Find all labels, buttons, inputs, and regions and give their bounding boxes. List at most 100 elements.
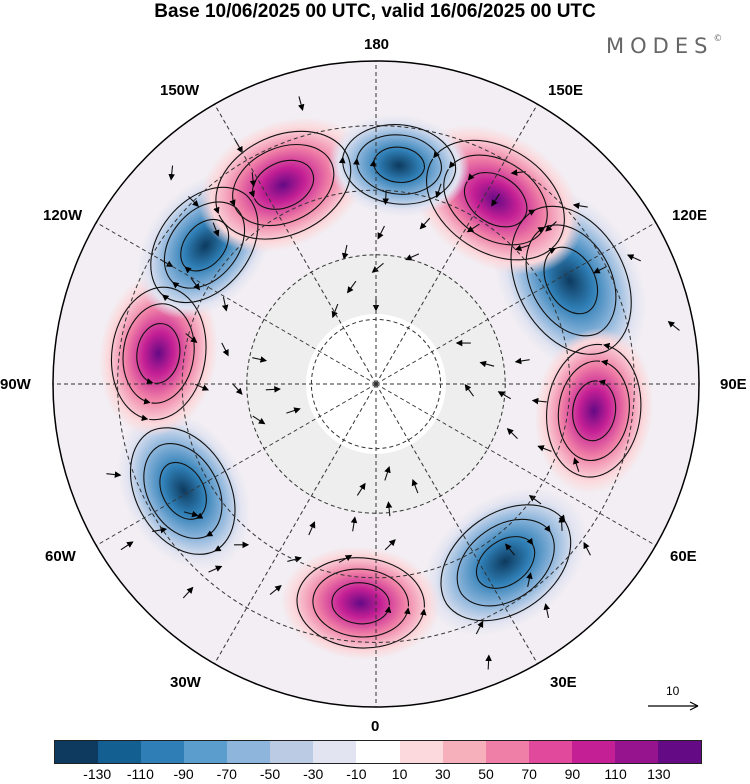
lon-label-90w: 90W bbox=[0, 376, 31, 393]
flow-arrow bbox=[384, 466, 391, 481]
streamline bbox=[572, 379, 617, 442]
streamline bbox=[476, 536, 536, 589]
flow-arrow bbox=[506, 427, 518, 440]
streamline bbox=[369, 146, 425, 184]
flow-arrow bbox=[183, 510, 199, 518]
flow-arrow bbox=[350, 516, 358, 532]
flow-arrow bbox=[466, 223, 480, 233]
lon-label-60e: 60E bbox=[670, 548, 697, 565]
flow-arrow bbox=[331, 303, 339, 319]
flow-arrow bbox=[505, 543, 515, 556]
flow-arrow bbox=[497, 391, 512, 400]
streamline bbox=[443, 154, 548, 246]
flow-arrow bbox=[405, 253, 420, 261]
streamline bbox=[143, 443, 223, 539]
flow-arrow bbox=[190, 277, 200, 291]
streamline bbox=[110, 286, 207, 422]
flow-arrow bbox=[667, 320, 680, 331]
modes-logo: MODES© bbox=[606, 34, 723, 58]
streamline bbox=[426, 139, 565, 261]
meridian-line bbox=[214, 383, 377, 664]
streamline bbox=[312, 568, 411, 638]
flow-arrow bbox=[537, 445, 552, 452]
streamline bbox=[150, 186, 259, 304]
low-anomaly-center bbox=[328, 114, 470, 217]
colorbar-tick-label: 90 bbox=[564, 766, 581, 782]
meridian-line bbox=[375, 222, 656, 385]
flow-arrow bbox=[194, 383, 210, 391]
meridian-line bbox=[96, 222, 377, 385]
flow-arrow bbox=[572, 202, 588, 210]
flow-arrow bbox=[249, 172, 257, 188]
lon-label-120w: 120W bbox=[43, 207, 83, 224]
flow-arrow bbox=[347, 280, 357, 294]
colorbar-cell bbox=[313, 741, 357, 763]
colorbar-tick-label: 110 bbox=[604, 766, 627, 782]
colorbar bbox=[54, 740, 702, 764]
flow-arrow bbox=[475, 620, 484, 635]
map-border bbox=[52, 60, 700, 708]
flow-arrow bbox=[531, 397, 547, 405]
colorbar-tick-label: -30 bbox=[303, 766, 324, 782]
flow-arrow bbox=[558, 515, 565, 531]
streamline bbox=[440, 504, 572, 622]
meridian-line bbox=[375, 383, 538, 664]
flow-arrow bbox=[338, 554, 353, 563]
flow-arrow bbox=[385, 501, 393, 517]
colorbar-tick-label: -70 bbox=[216, 766, 237, 782]
flow-arrow bbox=[545, 221, 557, 232]
streamline bbox=[353, 134, 442, 195]
colorbar-cell bbox=[356, 741, 400, 763]
flow-arrow bbox=[514, 244, 530, 252]
lon-label-0: 0 bbox=[371, 718, 380, 735]
streamline bbox=[136, 323, 181, 385]
flow-arrow bbox=[583, 541, 591, 556]
streamline bbox=[456, 518, 555, 607]
flow-arrow bbox=[106, 471, 122, 478]
flow-arrow bbox=[221, 296, 229, 312]
flow-arrow bbox=[528, 495, 542, 505]
streamline bbox=[463, 172, 528, 228]
colorbar-ticks: -130 -110 -90 -70 -50 -30 -10 10 30 50 70 90 110 130 bbox=[0, 766, 750, 784]
high-anomaly-center bbox=[281, 546, 441, 660]
flow-arrow bbox=[491, 193, 500, 207]
streamline bbox=[213, 130, 352, 240]
vector-scale: 10 bbox=[646, 684, 704, 714]
flow-arrow bbox=[526, 572, 533, 587]
flow-arrow bbox=[593, 265, 607, 274]
streamline bbox=[543, 246, 599, 315]
streamline bbox=[248, 159, 315, 210]
colorbar-cell bbox=[399, 741, 443, 763]
streamline bbox=[229, 144, 335, 227]
lon-label-60w: 60W bbox=[45, 548, 76, 565]
colorbar-tick-label: 70 bbox=[521, 766, 537, 782]
streamline bbox=[331, 582, 392, 625]
streamline bbox=[525, 224, 617, 337]
colorbar-cell bbox=[270, 741, 314, 763]
colorbar-cell bbox=[55, 741, 99, 763]
flow-arrow bbox=[382, 189, 390, 206]
flow-arrow bbox=[286, 407, 301, 414]
colorbar-cell bbox=[141, 741, 185, 763]
flow-arrow bbox=[573, 457, 580, 472]
flow-arrow bbox=[543, 603, 550, 618]
latitude-circle bbox=[246, 254, 506, 514]
flow-arrow bbox=[168, 165, 175, 181]
flow-arrow bbox=[419, 217, 431, 230]
flow-arrow bbox=[371, 262, 384, 273]
colorbar-tick-label: -10 bbox=[346, 766, 367, 782]
colorbar-cell bbox=[98, 741, 142, 763]
flow-arrow bbox=[435, 183, 442, 199]
lon-label-90e: 90E bbox=[720, 376, 747, 393]
vector-scale-value: 10 bbox=[666, 684, 680, 698]
flow-arrow bbox=[377, 225, 385, 240]
latitude-circle bbox=[181, 189, 571, 579]
flow-arrow bbox=[411, 478, 419, 494]
latitude-circle bbox=[310, 318, 442, 450]
flow-arrow bbox=[485, 654, 492, 670]
colorbar-tick-label: 30 bbox=[435, 766, 451, 782]
flow-arrow bbox=[182, 586, 194, 599]
lon-label-30w: 30W bbox=[170, 674, 201, 691]
flow-arrow bbox=[514, 357, 530, 365]
